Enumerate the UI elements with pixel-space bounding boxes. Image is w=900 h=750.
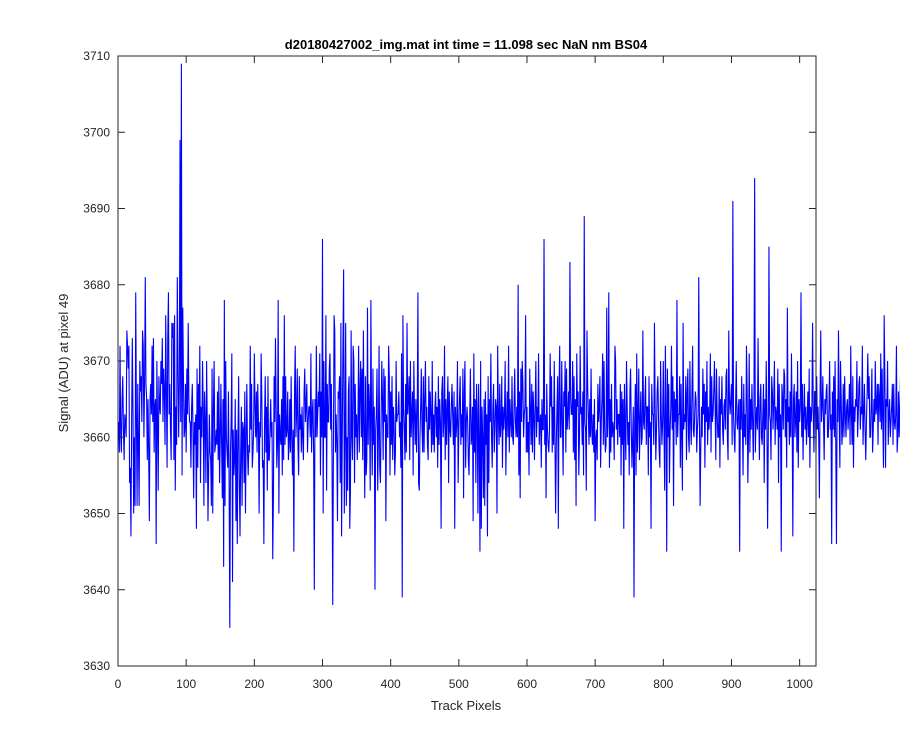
x-tick-label: 100 — [176, 677, 196, 691]
x-tick-label: 900 — [721, 677, 741, 691]
x-axis-label: Track Pixels — [431, 698, 502, 713]
chart-title: d20180427002_img.mat int time = 11.098 s… — [285, 37, 648, 52]
x-tick-label: 200 — [244, 677, 264, 691]
series-line-1 — [118, 63, 900, 628]
y-tick-label: 3630 — [83, 659, 110, 673]
x-tick-label: 700 — [585, 677, 605, 691]
x-tick-label: 0 — [115, 677, 122, 691]
x-tick-label: 800 — [653, 677, 673, 691]
y-tick-label: 3640 — [83, 583, 110, 597]
y-tick-label: 3670 — [83, 354, 110, 368]
y-tick-label: 3700 — [83, 125, 110, 139]
y-tick-label: 3680 — [83, 278, 110, 292]
y-tick-label: 3710 — [83, 49, 110, 63]
y-axis-label: Signal (ADU) at pixel 49 — [56, 294, 71, 433]
x-tick-label: 300 — [312, 677, 332, 691]
plot-area — [118, 56, 816, 666]
x-tick-label: 400 — [381, 677, 401, 691]
y-tick-label: 3690 — [83, 202, 110, 216]
y-tick-label: 3660 — [83, 430, 110, 444]
x-tick-label: 500 — [449, 677, 469, 691]
x-tick-label: 600 — [517, 677, 537, 691]
y-tick-label: 3650 — [83, 507, 110, 521]
x-tick-label: 1000 — [786, 677, 813, 691]
